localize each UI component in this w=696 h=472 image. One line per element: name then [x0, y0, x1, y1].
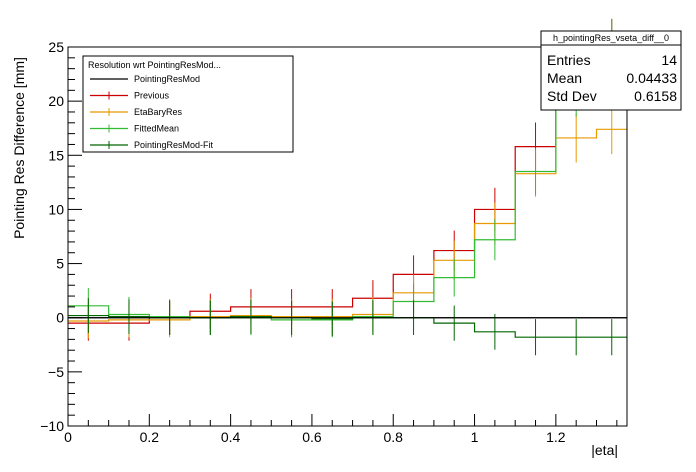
x-tick-label: 0 — [64, 429, 72, 445]
legend-entry-label: FittedMean — [134, 124, 179, 134]
x-tick-label: 1.2 — [546, 429, 566, 445]
legend: Resolution wrt PointingResMod... Pointin… — [82, 55, 294, 153]
stats-value: 14 — [661, 52, 677, 68]
stats-label: Entries — [547, 52, 591, 68]
x-tick-label: 0.4 — [221, 429, 241, 445]
stats-label: Std Dev — [547, 88, 597, 104]
legend-entry-label: Previous — [134, 91, 170, 101]
legend-entry-label: EtaBaryRes — [134, 107, 183, 117]
x-tick-label: 1 — [471, 429, 479, 445]
y-tick-label: 15 — [48, 147, 64, 163]
stats-rows: Entries 14 Mean 0.04433 Std Dev 0.6158 — [547, 52, 677, 104]
y-axis-label: Pointing Res Difference [mm] — [11, 57, 27, 239]
legend-entry-label: PointingResMod — [134, 74, 200, 84]
stats-box: h_pointingRes_vseta_diff__0 Entries 14 Mea… — [540, 30, 682, 111]
stats-label: Mean — [547, 70, 582, 86]
legend-entries: PointingResMod Previous EtaBaryRes FittedMe… — [90, 74, 214, 150]
x-tick-label: 0.8 — [384, 429, 404, 445]
x-axis-label: |eta| — [591, 442, 618, 458]
y-tick-label: 5 — [56, 256, 64, 272]
legend-box — [82, 55, 294, 153]
series-layer — [68, 18, 627, 356]
y-tick-label: 20 — [48, 93, 64, 109]
y-tick-label: −5 — [48, 364, 64, 380]
plot-frame — [67, 46, 628, 427]
legend-entry-label: PointingResMod-Fit — [134, 140, 214, 150]
y-tick-label: 10 — [48, 201, 64, 217]
y-tick-label: −10 — [40, 418, 64, 434]
x-tick-label: 0.2 — [140, 429, 160, 445]
axes-layer: −10 −5 0 5 10 15 20 25 0 0.2 0.4 0.6 0.8 1 1.2 — [40, 39, 627, 445]
stats-value: 0.04433 — [626, 70, 677, 86]
y-tick-label: 25 — [48, 39, 64, 55]
y-tick-label: 0 — [56, 310, 64, 326]
stats-box-frame — [540, 30, 682, 111]
stats-value: 0.6158 — [634, 88, 677, 104]
stats-box-title: h_pointingRes_vseta_diff__0 — [553, 33, 669, 43]
legend-title: Resolution wrt PointingResMod... — [88, 60, 221, 70]
x-tick-label: 0.6 — [302, 429, 322, 445]
